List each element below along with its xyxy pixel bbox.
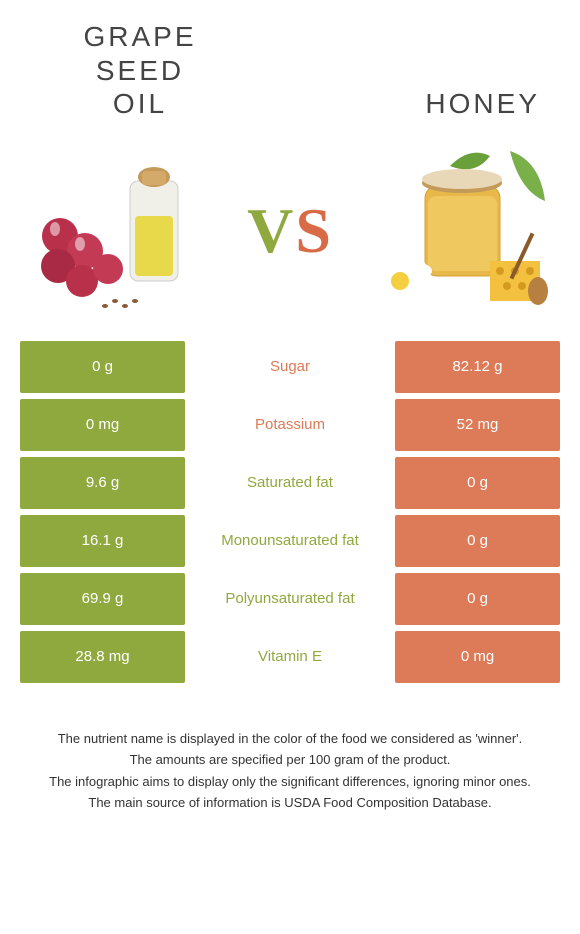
cell-left-value: 69.9 g (20, 573, 185, 625)
vs-s: S (295, 195, 333, 266)
honey-image (370, 141, 560, 321)
cell-nutrient-label: Vitamin E (185, 631, 395, 683)
cell-left-value: 0 mg (20, 399, 185, 451)
footnote-line: The amounts are specified per 100 gram o… (20, 750, 560, 770)
comparison-table: 0 gSugar82.12 g0 mgPotassium52 mg9.6 gSa… (0, 341, 580, 683)
cell-nutrient-label: Potassium (185, 399, 395, 451)
cell-left-value: 16.1 g (20, 515, 185, 567)
table-row: 9.6 gSaturated fat0 g (20, 457, 560, 509)
table-row: 0 gSugar82.12 g (20, 341, 560, 393)
cell-right-value: 82.12 g (395, 341, 560, 393)
header: GRAPE SEED OIL HONEY (0, 0, 580, 131)
table-row: 28.8 mgVitamin E0 mg (20, 631, 560, 683)
cell-left-value: 28.8 mg (20, 631, 185, 683)
table-row: 69.9 gPolyunsaturated fat0 g (20, 573, 560, 625)
vs-v: V (247, 195, 295, 266)
footnote-line: The infographic aims to display only the… (20, 772, 560, 792)
title-left: GRAPE SEED OIL (40, 20, 240, 121)
table-row: 0 mgPotassium52 mg (20, 399, 560, 451)
cell-nutrient-label: Polyunsaturated fat (185, 573, 395, 625)
cell-right-value: 52 mg (395, 399, 560, 451)
cell-nutrient-label: Monounsaturated fat (185, 515, 395, 567)
images-row: VS (0, 131, 580, 341)
vs-label: VS (247, 194, 333, 268)
cell-nutrient-label: Saturated fat (185, 457, 395, 509)
title-left-line1: GRAPE SEED (83, 21, 196, 86)
cell-nutrient-label: Sugar (185, 341, 395, 393)
cell-right-value: 0 g (395, 457, 560, 509)
title-left-line2: OIL (113, 88, 167, 119)
footnotes: The nutrient name is displayed in the co… (0, 689, 580, 813)
grape-seed-oil-image (20, 141, 210, 321)
title-right: HONEY (340, 69, 540, 121)
cell-right-value: 0 mg (395, 631, 560, 683)
cell-right-value: 0 g (395, 515, 560, 567)
cell-left-value: 0 g (20, 341, 185, 393)
table-row: 16.1 gMonounsaturated fat0 g (20, 515, 560, 567)
cell-right-value: 0 g (395, 573, 560, 625)
cell-left-value: 9.6 g (20, 457, 185, 509)
footnote-line: The nutrient name is displayed in the co… (20, 729, 560, 749)
footnote-line: The main source of information is USDA F… (20, 793, 560, 813)
